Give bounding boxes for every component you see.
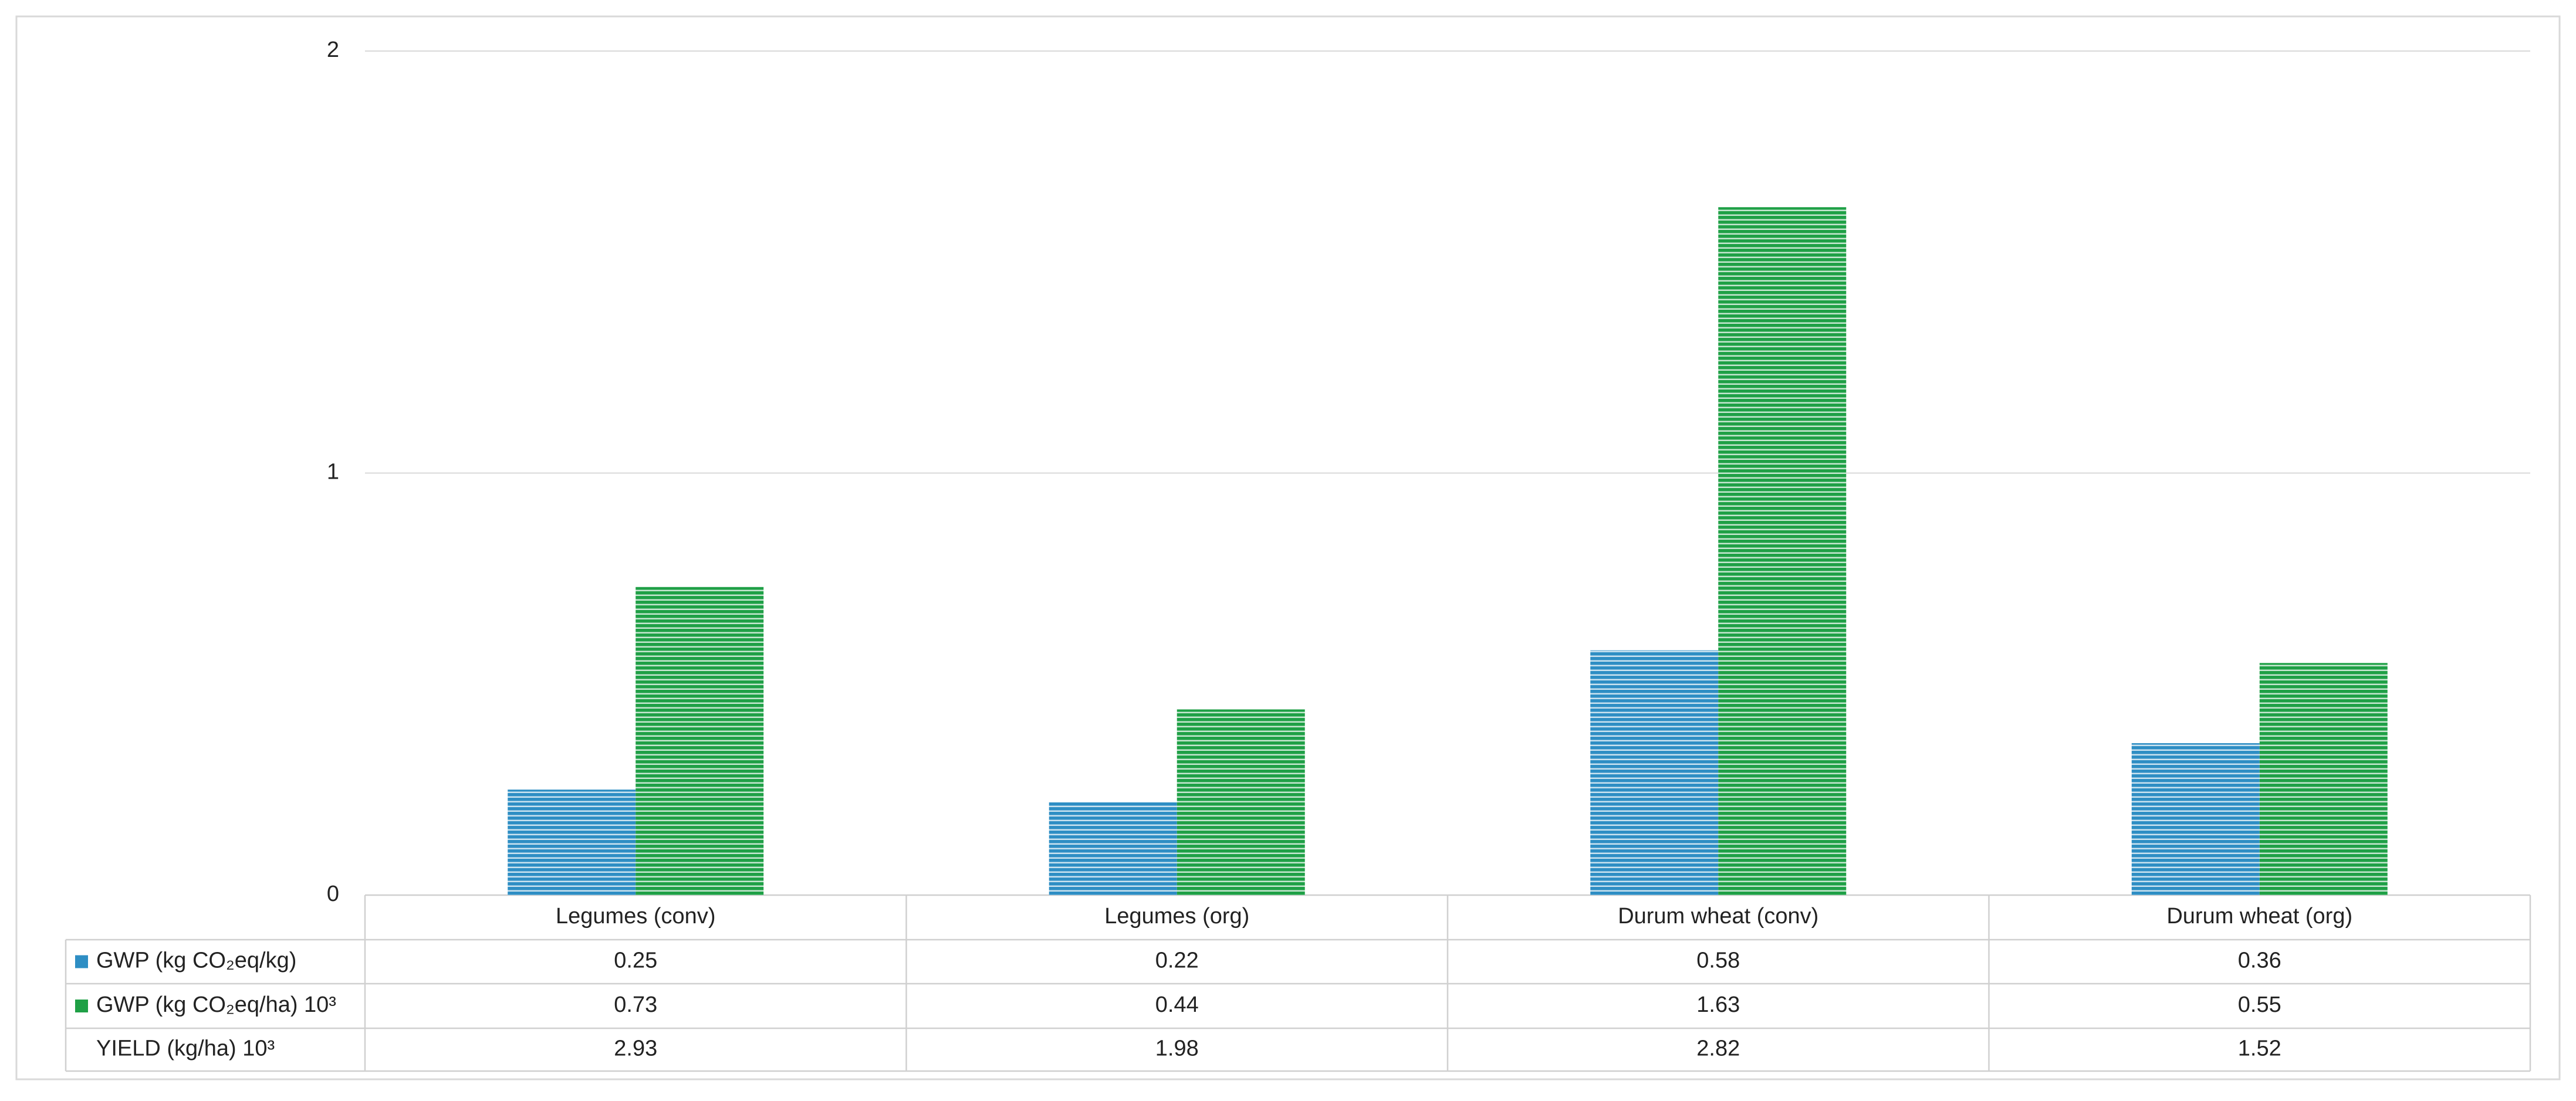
table-value: 2.93: [614, 1036, 657, 1061]
legend-key: [75, 955, 88, 968]
bar: [1177, 709, 1305, 895]
chart-frame: [15, 15, 2561, 1080]
x-tick-label: Legumes (conv): [556, 904, 715, 929]
bar: [2131, 743, 2260, 895]
bar: [1049, 802, 1177, 895]
bar: [2259, 663, 2388, 895]
x-tick-label: Legumes (org): [1104, 904, 1249, 929]
bar: [508, 790, 636, 895]
legend-label: GWP (kg CO₂eq/kg): [96, 948, 296, 973]
bar: [635, 587, 764, 895]
table-value: 0.73: [614, 992, 657, 1017]
bar: [1718, 207, 1847, 896]
y-tick-label: 0: [327, 882, 339, 906]
table-value: 0.36: [2238, 948, 2281, 973]
legend-key: [75, 1000, 88, 1012]
table-value: 1.52: [2238, 1036, 2281, 1061]
x-tick-label: Durum wheat (conv): [1618, 904, 1818, 929]
y-tick-label: 2: [327, 38, 339, 62]
table-value: 0.55: [2238, 992, 2281, 1017]
legend-label: YIELD (kg/ha) 10³: [96, 1036, 275, 1061]
table-value: 2.82: [1696, 1036, 1740, 1061]
table-value: 0.44: [1155, 992, 1199, 1017]
table-value: 1.98: [1155, 1036, 1199, 1061]
x-tick-label: Durum wheat (org): [2166, 904, 2352, 929]
legend-label: GWP (kg CO₂eq/ha) 10³: [96, 992, 336, 1017]
y-tick-label: 1: [327, 460, 339, 485]
table-value: 0.25: [614, 948, 657, 973]
bar: [1590, 650, 1719, 895]
table-value: 0.22: [1155, 948, 1199, 973]
table-value: 1.63: [1696, 992, 1740, 1017]
table-value: 0.58: [1696, 948, 1740, 973]
